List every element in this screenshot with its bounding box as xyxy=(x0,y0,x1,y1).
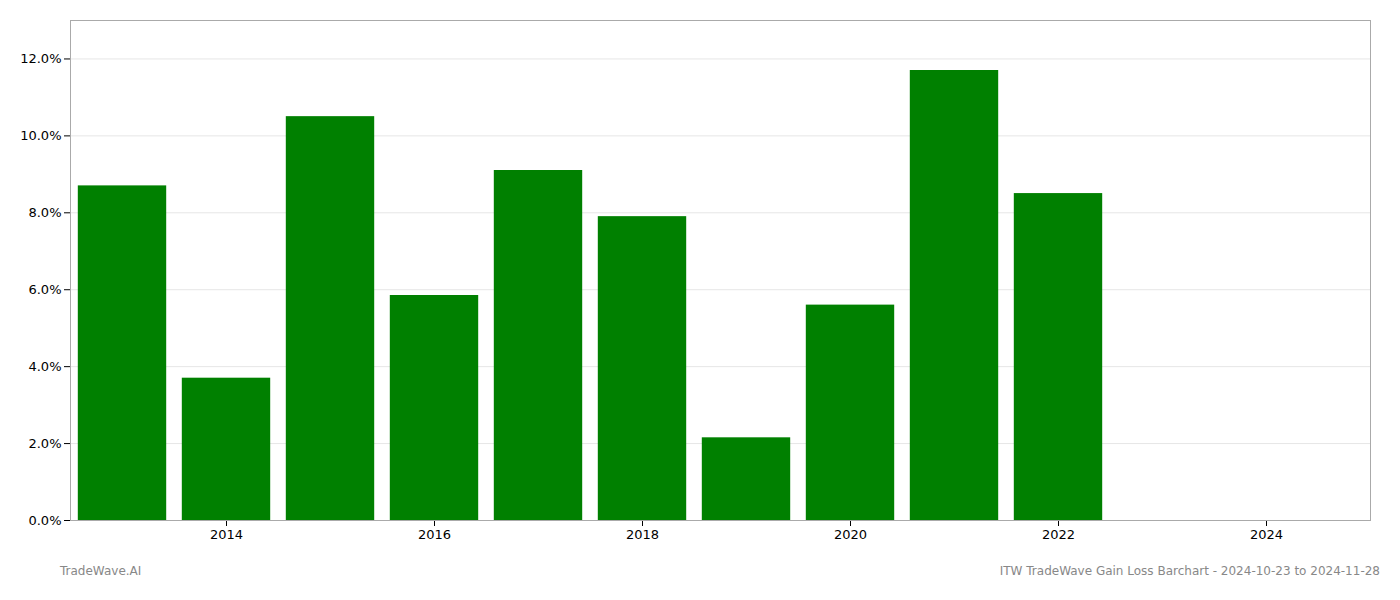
svg-text:2014: 2014 xyxy=(210,527,243,542)
svg-text:4.0%: 4.0% xyxy=(28,359,61,374)
svg-text:2.0%: 2.0% xyxy=(28,436,61,451)
svg-text:2020: 2020 xyxy=(834,527,867,542)
svg-text:12.0%: 12.0% xyxy=(20,51,61,66)
svg-text:2016: 2016 xyxy=(418,527,451,542)
html-text:TradeWave.AI: TradeWave.AI xyxy=(60,564,142,578)
svg-text:2024: 2024 xyxy=(1250,527,1283,542)
svg-text:6.0%: 6.0% xyxy=(28,282,61,297)
svg-text:2018: 2018 xyxy=(626,527,659,542)
svg-text:0.0%: 0.0% xyxy=(28,513,61,528)
svg-text:10.0%: 10.0% xyxy=(20,128,61,143)
html-text:ITW TradeWave Gain Loss Barcha: ITW TradeWave Gain Loss Barchart - 2024-… xyxy=(999,564,1380,578)
svg-text:8.0%: 8.0% xyxy=(28,205,61,220)
svg-text:2022: 2022 xyxy=(1042,527,1075,542)
